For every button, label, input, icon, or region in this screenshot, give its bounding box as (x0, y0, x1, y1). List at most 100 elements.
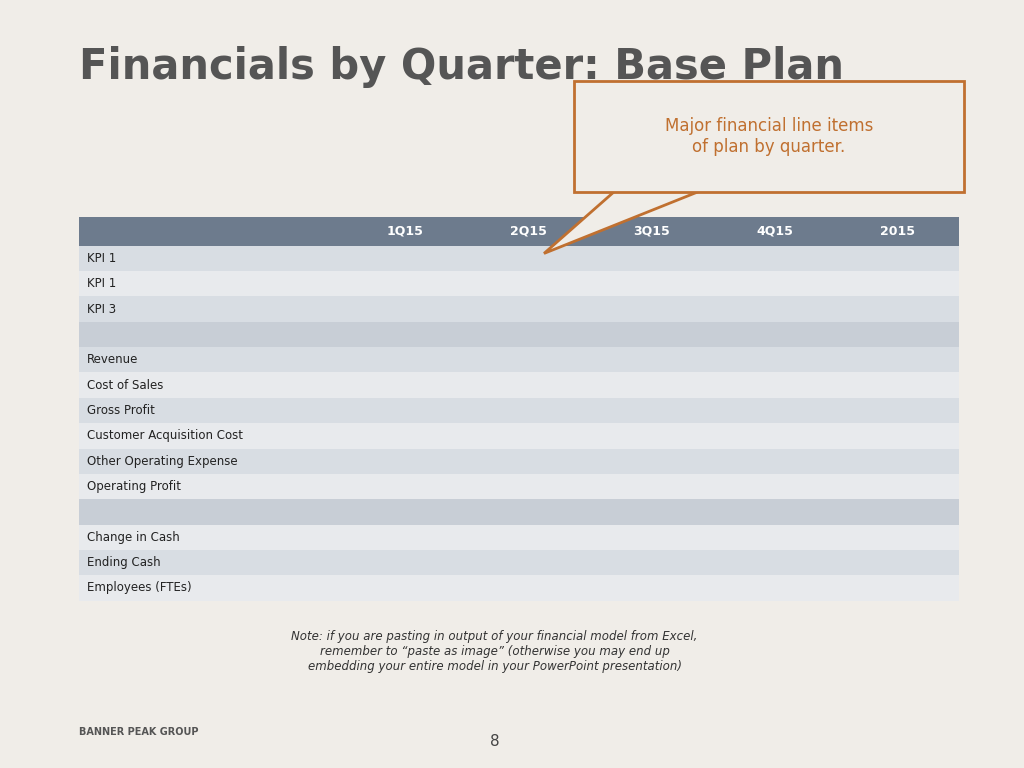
FancyBboxPatch shape (467, 398, 590, 423)
FancyBboxPatch shape (467, 575, 590, 601)
FancyBboxPatch shape (467, 474, 590, 499)
FancyBboxPatch shape (343, 449, 467, 474)
FancyBboxPatch shape (837, 474, 959, 499)
FancyBboxPatch shape (343, 398, 467, 423)
FancyBboxPatch shape (343, 499, 467, 525)
FancyBboxPatch shape (467, 322, 590, 347)
FancyBboxPatch shape (713, 372, 837, 398)
FancyBboxPatch shape (79, 499, 343, 525)
FancyBboxPatch shape (713, 398, 837, 423)
FancyBboxPatch shape (590, 474, 713, 499)
FancyBboxPatch shape (713, 575, 837, 601)
FancyBboxPatch shape (343, 372, 467, 398)
FancyBboxPatch shape (590, 217, 713, 246)
FancyBboxPatch shape (79, 372, 343, 398)
FancyBboxPatch shape (79, 525, 343, 550)
FancyBboxPatch shape (79, 398, 343, 423)
FancyBboxPatch shape (713, 322, 837, 347)
Text: Ending Cash: Ending Cash (87, 556, 161, 569)
FancyBboxPatch shape (343, 322, 467, 347)
FancyBboxPatch shape (837, 217, 959, 246)
FancyBboxPatch shape (343, 575, 467, 601)
Polygon shape (544, 188, 708, 253)
FancyBboxPatch shape (467, 246, 590, 271)
FancyBboxPatch shape (590, 347, 713, 372)
Text: 8: 8 (489, 733, 500, 749)
FancyBboxPatch shape (590, 398, 713, 423)
FancyBboxPatch shape (713, 423, 837, 449)
FancyBboxPatch shape (343, 271, 467, 296)
FancyBboxPatch shape (79, 271, 343, 296)
FancyBboxPatch shape (79, 217, 343, 246)
Text: KPI 1: KPI 1 (87, 252, 117, 265)
FancyBboxPatch shape (837, 296, 959, 322)
FancyBboxPatch shape (837, 398, 959, 423)
Text: Financials by Quarter: Base Plan: Financials by Quarter: Base Plan (79, 46, 844, 88)
Text: Gross Profit: Gross Profit (87, 404, 155, 417)
FancyBboxPatch shape (713, 217, 837, 246)
FancyBboxPatch shape (590, 449, 713, 474)
FancyBboxPatch shape (79, 423, 343, 449)
FancyBboxPatch shape (343, 423, 467, 449)
Text: Employees (FTEs): Employees (FTEs) (87, 581, 191, 594)
FancyBboxPatch shape (590, 322, 713, 347)
FancyBboxPatch shape (590, 372, 713, 398)
FancyBboxPatch shape (343, 550, 467, 575)
FancyBboxPatch shape (467, 423, 590, 449)
FancyBboxPatch shape (79, 575, 343, 601)
FancyBboxPatch shape (79, 296, 343, 322)
Text: Cost of Sales: Cost of Sales (87, 379, 164, 392)
FancyBboxPatch shape (79, 550, 343, 575)
FancyBboxPatch shape (713, 474, 837, 499)
FancyBboxPatch shape (590, 423, 713, 449)
FancyBboxPatch shape (590, 499, 713, 525)
FancyBboxPatch shape (713, 449, 837, 474)
Text: 2015: 2015 (881, 225, 915, 237)
FancyBboxPatch shape (837, 372, 959, 398)
Text: KPI 1: KPI 1 (87, 277, 117, 290)
FancyBboxPatch shape (343, 347, 467, 372)
Text: Revenue: Revenue (87, 353, 138, 366)
FancyBboxPatch shape (590, 296, 713, 322)
Text: Customer Acquisition Cost: Customer Acquisition Cost (87, 429, 243, 442)
FancyBboxPatch shape (79, 246, 343, 271)
FancyBboxPatch shape (467, 271, 590, 296)
FancyBboxPatch shape (837, 423, 959, 449)
FancyBboxPatch shape (590, 525, 713, 550)
FancyBboxPatch shape (713, 246, 837, 271)
FancyBboxPatch shape (590, 246, 713, 271)
FancyBboxPatch shape (573, 81, 965, 192)
FancyBboxPatch shape (79, 347, 343, 372)
FancyBboxPatch shape (713, 296, 837, 322)
Text: Operating Profit: Operating Profit (87, 480, 181, 493)
Text: 3Q15: 3Q15 (633, 225, 670, 237)
FancyBboxPatch shape (713, 271, 837, 296)
Text: 1Q15: 1Q15 (386, 225, 423, 237)
FancyBboxPatch shape (590, 271, 713, 296)
FancyBboxPatch shape (79, 322, 343, 347)
FancyBboxPatch shape (837, 499, 959, 525)
Polygon shape (618, 187, 708, 190)
FancyBboxPatch shape (467, 347, 590, 372)
FancyBboxPatch shape (467, 217, 590, 246)
Text: Change in Cash: Change in Cash (87, 531, 180, 544)
FancyBboxPatch shape (590, 550, 713, 575)
FancyBboxPatch shape (343, 474, 467, 499)
Text: Major financial line items
of plan by quarter.: Major financial line items of plan by qu… (665, 117, 873, 156)
FancyBboxPatch shape (467, 550, 590, 575)
FancyBboxPatch shape (467, 525, 590, 550)
FancyBboxPatch shape (837, 322, 959, 347)
FancyBboxPatch shape (837, 449, 959, 474)
Text: Other Operating Expense: Other Operating Expense (87, 455, 238, 468)
FancyBboxPatch shape (467, 372, 590, 398)
Text: 2Q15: 2Q15 (510, 225, 547, 237)
Text: 4Q15: 4Q15 (756, 225, 793, 237)
FancyBboxPatch shape (467, 449, 590, 474)
FancyBboxPatch shape (467, 499, 590, 525)
FancyBboxPatch shape (79, 474, 343, 499)
FancyBboxPatch shape (79, 449, 343, 474)
FancyBboxPatch shape (590, 575, 713, 601)
FancyBboxPatch shape (837, 246, 959, 271)
FancyBboxPatch shape (343, 296, 467, 322)
Text: KPI 3: KPI 3 (87, 303, 116, 316)
